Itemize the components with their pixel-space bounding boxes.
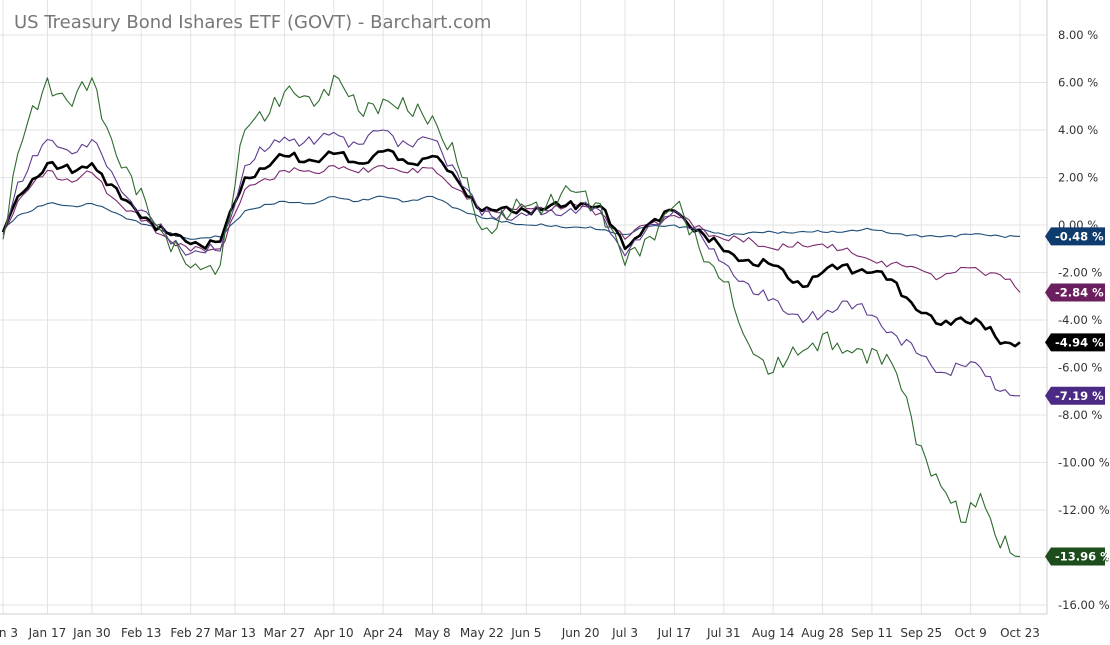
y-tick-label: 8.00 % <box>1058 28 1098 42</box>
chart-title: US Treasury Bond Ishares ETF (GOVT) - Ba… <box>14 12 491 33</box>
end-value-badge <box>1045 547 1105 566</box>
y-tick-label: -2.00 % <box>1058 266 1102 280</box>
x-tick-label: Feb 27 <box>170 626 210 640</box>
y-tick-label: 2.00 % <box>1058 171 1098 185</box>
end-value-badge <box>1045 386 1105 405</box>
y-tick-label: -10.00 % <box>1058 456 1110 470</box>
end-value-label: -7.19 % <box>1055 389 1104 403</box>
x-tick-label: Sep 25 <box>900 626 942 640</box>
end-value-badge <box>1045 283 1105 302</box>
x-tick-label: Feb 13 <box>121 626 161 640</box>
x-tick-label: Jun 20 <box>561 626 600 640</box>
x-tick-label: Jul 3 <box>611 626 638 640</box>
grid <box>0 0 1047 614</box>
x-tick-label: Jan 3 <box>0 626 18 640</box>
y-tick-label: 6.00 % <box>1058 76 1098 90</box>
y-tick-label: -4.00 % <box>1058 313 1102 327</box>
end-value-label: -13.96 % <box>1055 550 1110 564</box>
series-line <box>2 74 1021 558</box>
x-tick-label: Oct 9 <box>955 626 987 640</box>
end-value-badge <box>1045 333 1105 352</box>
x-tick-label: Apr 10 <box>314 626 354 640</box>
x-tick-label: Aug 14 <box>752 626 795 640</box>
y-tick-label: -16.00 % <box>1058 598 1110 612</box>
x-tick-label: Apr 24 <box>363 626 403 640</box>
x-tick-label: Sep 11 <box>851 626 893 640</box>
x-tick-label: Mar 27 <box>264 626 306 640</box>
y-tick-label: 4.00 % <box>1058 123 1098 137</box>
series-lines <box>1 74 1021 558</box>
end-value-label: -4.94 % <box>1055 335 1104 349</box>
x-tick-label: Mar 13 <box>214 626 256 640</box>
series-line <box>1 148 1021 348</box>
x-tick-label: May 22 <box>460 626 504 640</box>
x-tick-label: Aug 28 <box>801 626 844 640</box>
y-tick-label: -12.00 % <box>1058 503 1110 517</box>
end-value-badge <box>1045 227 1105 246</box>
x-tick-label: Jan 17 <box>28 626 67 640</box>
end-value-label: -0.48 % <box>1055 229 1104 243</box>
x-tick-label: Jul 17 <box>657 626 692 640</box>
end-value-badges: -0.48 % -2.84 % -4.94 % -7.19 % -13.96 % <box>1045 227 1110 566</box>
x-tick-label: Oct 23 <box>1000 626 1040 640</box>
series-line <box>2 129 1020 397</box>
end-value-label: -2.84 % <box>1055 285 1104 299</box>
y-tick-label: -6.00 % <box>1058 361 1102 375</box>
x-tick-label: Jun 5 <box>510 626 541 640</box>
x-tick-label: Jul 31 <box>706 626 741 640</box>
y-tick-label: -8.00 % <box>1058 408 1102 422</box>
x-tick-label: May 8 <box>414 626 450 640</box>
x-tick-label: Jan 30 <box>72 626 111 640</box>
